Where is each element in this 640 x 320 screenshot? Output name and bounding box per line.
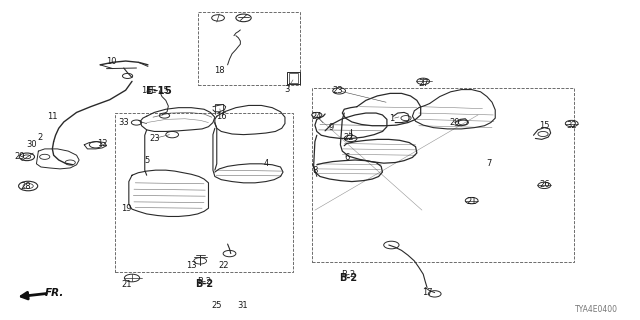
Text: 12: 12 — [97, 139, 108, 148]
Text: 21: 21 — [467, 197, 477, 206]
Text: 23: 23 — [333, 86, 343, 95]
Text: 6: 6 — [345, 153, 350, 162]
Bar — [198, 12, 300, 84]
Text: E-15: E-15 — [150, 86, 169, 95]
Text: 15: 15 — [539, 121, 550, 130]
Text: 16: 16 — [216, 112, 227, 121]
Text: B-2: B-2 — [340, 273, 358, 283]
Text: 13: 13 — [186, 261, 196, 270]
Text: 5: 5 — [144, 156, 149, 165]
Text: 18: 18 — [214, 66, 225, 75]
Text: 20: 20 — [450, 118, 460, 127]
Text: 3: 3 — [284, 85, 289, 94]
Text: 19: 19 — [121, 204, 132, 213]
Text: E-15: E-15 — [147, 86, 172, 96]
Text: TYA4E0400: TYA4E0400 — [575, 305, 618, 314]
Text: 24: 24 — [312, 112, 322, 121]
Text: 30: 30 — [27, 140, 37, 149]
Text: 27: 27 — [418, 79, 429, 88]
Text: B-2: B-2 — [197, 277, 211, 286]
Text: 29: 29 — [14, 152, 24, 161]
Text: 2: 2 — [37, 133, 42, 142]
Text: 22: 22 — [344, 133, 354, 142]
Text: 28: 28 — [20, 181, 31, 190]
Text: 10: 10 — [106, 57, 117, 66]
Bar — [115, 113, 293, 272]
Text: FR.: FR. — [45, 288, 64, 298]
Text: B-2: B-2 — [195, 279, 213, 289]
Text: 4: 4 — [263, 159, 268, 168]
Text: 17: 17 — [422, 288, 433, 297]
Text: 25: 25 — [211, 301, 222, 310]
Text: 26: 26 — [539, 180, 550, 189]
Text: 7: 7 — [486, 159, 492, 168]
Text: 23: 23 — [149, 134, 159, 143]
Text: 9: 9 — [329, 123, 334, 132]
Text: 1: 1 — [389, 114, 395, 123]
Text: 14: 14 — [141, 86, 152, 95]
Text: 32: 32 — [566, 121, 577, 130]
Text: B-2: B-2 — [342, 270, 356, 279]
Text: 8: 8 — [312, 166, 317, 175]
Text: 33: 33 — [118, 118, 129, 127]
Text: 11: 11 — [47, 112, 58, 121]
Text: 31: 31 — [237, 301, 248, 310]
Text: 21: 21 — [121, 280, 132, 289]
Bar — [312, 88, 573, 262]
Text: 22: 22 — [218, 261, 228, 270]
